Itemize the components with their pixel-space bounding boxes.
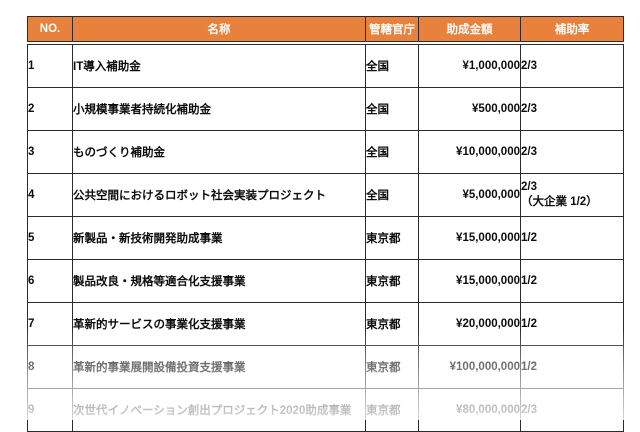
cell-amount: ¥5,000,000 [418, 173, 521, 217]
cell-agency: 全国 [365, 130, 419, 174]
table-row: 8 革新的事業展開設備投資支援事業 東京都 ¥100,000,000 1/2 [27, 345, 624, 389]
rate-value: 2/3 [521, 59, 538, 72]
cell-rate: 1/2 [520, 216, 624, 260]
cell-agency: 東京都 [365, 388, 419, 432]
cell-amount: ¥15,000,000 [418, 259, 521, 303]
table-row: 2 小規模事業者持続化補助金 全国 ¥500,000 2/3 [27, 87, 624, 131]
header-cell-agency: 管轄官庁 [365, 16, 419, 42]
rate-value: 1/2 [521, 317, 538, 330]
table-row: 4 公共空間におけるロボット社会実装プロジェクト 全国 ¥5,000,000 2/3 （大… [27, 173, 624, 217]
cell-amount: ¥500,000 [418, 87, 521, 131]
table-row: 6 製品改良・規格等適合化支援事業 東京都 ¥15,000,000 1/2 [27, 259, 624, 303]
header-cell-rate: 補助率 [520, 16, 624, 42]
cell-agency: 東京都 [365, 345, 419, 389]
cell-amount: ¥20,000,000 [418, 302, 521, 346]
cell-name: IT導入補助金 [72, 44, 366, 88]
cell-name: 革新的サービスの事業化支援事業 [72, 302, 366, 346]
cell-agency: 全国 [365, 87, 419, 131]
cell-name: 製品改良・規格等適合化支援事業 [72, 259, 366, 303]
header-cell-amount: 助成金額 [418, 16, 521, 42]
header-row: NO. 名称 管轄官庁 助成金額 補助率 [27, 16, 624, 42]
table-row: 7 革新的サービスの事業化支援事業 東京都 ¥20,000,000 1/2 [27, 302, 624, 346]
rate-value: 1/2 [521, 360, 538, 373]
cell-amount: ¥10,000,000 [418, 130, 521, 174]
table-row: 5 新製品・新技術開発助成事業 東京都 ¥15,000,000 1/2 [27, 216, 624, 260]
rate-value: 1/2 [521, 274, 538, 287]
table-row: 3 ものづくり補助金 全国 ¥10,000,000 2/3 [27, 130, 624, 174]
cell-rate: 2/3 [520, 388, 624, 432]
cell-name: 公共空間におけるロボット社会実装プロジェクト [72, 173, 366, 217]
header-cell-name: 名称 [72, 16, 366, 42]
cell-name: 次世代イノベーション創出プロジェクト2020助成事業 [72, 388, 366, 432]
cell-amount: ¥1,000,000 [418, 44, 521, 88]
cell-rate: 2/3 （大企業 1/2） [520, 173, 624, 217]
cell-rate: 1/2 [520, 302, 624, 346]
rate-value: 2/3 [521, 145, 538, 158]
cell-agency: 東京都 [365, 302, 419, 346]
cell-agency: 全国 [365, 173, 419, 217]
cell-rate: 2/3 [520, 44, 624, 88]
table-body: 1 IT導入補助金 全国 ¥1,000,000 2/3 2 小規模事業者持続化補助金 全国 ¥5… [27, 44, 624, 432]
cell-name: 小規模事業者持続化補助金 [72, 87, 366, 131]
rate-value: 2/3 [521, 102, 538, 115]
subsidy-table: NO. 名称 管轄官庁 助成金額 補助率 1 IT導入補助金 全国 ¥1,000,00… [27, 16, 624, 432]
cell-name: ものづくり補助金 [72, 130, 366, 174]
subsidy-table-rows: 1 IT導入補助金 全国 ¥1,000,000 2/3 2 小規模事業者持続化補助金 全国 ¥5… [27, 44, 624, 432]
cell-amount: ¥80,000,000 [418, 388, 521, 432]
cell-no: 2 [27, 87, 73, 131]
cell-rate: 1/2 [520, 345, 624, 389]
cell-amount: ¥15,000,000 [418, 216, 521, 260]
cell-agency: 東京都 [365, 259, 419, 303]
cell-no: 7 [27, 302, 73, 346]
cell-no: 6 [27, 259, 73, 303]
table-row: 9 次世代イノベーション創出プロジェクト2020助成事業 東京都 ¥80,000,00… [27, 388, 624, 432]
cell-name: 革新的事業展開設備投資支援事業 [72, 345, 366, 389]
cell-no: 4 [27, 173, 73, 217]
cell-no: 5 [27, 216, 73, 260]
cell-no: 3 [27, 130, 73, 174]
cell-amount: ¥100,000,000 [418, 345, 521, 389]
subsidy-table-header: NO. 名称 管轄官庁 助成金額 補助率 [27, 16, 624, 42]
cell-no: 8 [27, 345, 73, 389]
rate-note: （大企業 1/2） [521, 196, 598, 208]
table-row: 1 IT導入補助金 全国 ¥1,000,000 2/3 [27, 44, 624, 88]
rate-value: 2/3 [521, 403, 538, 416]
cell-agency: 全国 [365, 44, 419, 88]
cell-rate: 2/3 [520, 87, 624, 131]
cell-rate: 1/2 [520, 259, 624, 303]
rate-value: 2/3 [521, 181, 538, 193]
header-cell-no: NO. [27, 16, 73, 42]
cell-no: 1 [27, 44, 73, 88]
cell-no: 9 [27, 388, 73, 432]
rate-value: 1/2 [521, 231, 538, 244]
cell-rate: 2/3 [520, 130, 624, 174]
cell-name: 新製品・新技術開発助成事業 [72, 216, 366, 260]
cell-agency: 東京都 [365, 216, 419, 260]
